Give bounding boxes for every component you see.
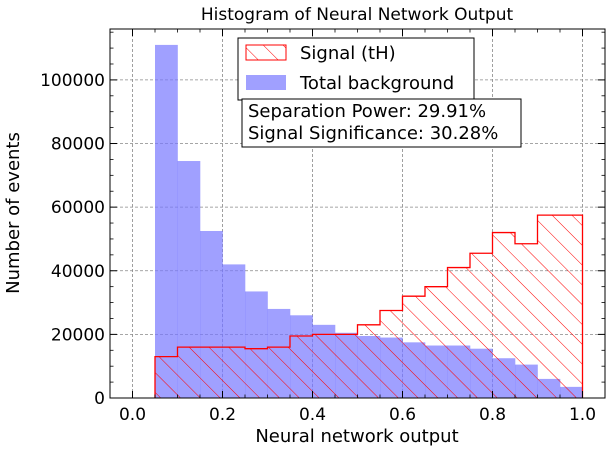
legend-label-background: Total background <box>299 73 454 94</box>
signal-bar <box>492 232 515 398</box>
signal-bar <box>155 356 178 398</box>
legend-label-signal: Signal (tH) <box>300 43 396 64</box>
legend-swatch-signal <box>245 44 287 61</box>
signal-bar <box>267 347 290 398</box>
y-tick-label: 100000 <box>40 71 105 91</box>
signal-bar <box>447 267 470 398</box>
stats-annotation: Separation Power: 29.91% Signal Signific… <box>241 98 522 148</box>
signal-bar <box>515 243 538 398</box>
axis-ticks: 0.0 0.2 0.4 0.6 0.8 1.0 0 20000 40000 60000 80000 1… <box>40 29 605 425</box>
stats-box <box>241 98 522 148</box>
separation-power-text: Separation Power: 29.91% <box>248 101 486 122</box>
x-tick-label: 0.4 <box>299 405 326 425</box>
background-bar <box>155 44 178 398</box>
signal-bar <box>335 334 358 398</box>
signal-bar <box>200 347 223 398</box>
signal-bar <box>537 215 560 398</box>
signal-bar <box>312 334 335 398</box>
y-tick-label: 20000 <box>51 325 105 345</box>
x-tick-label: 0.6 <box>389 405 416 425</box>
signal-bar <box>177 347 200 398</box>
x-tick-label: 0.8 <box>479 405 506 425</box>
y-tick-label: 0 <box>94 389 105 409</box>
x-tick-label: 0.0 <box>119 405 146 425</box>
chart-title: Histogram of Neural Network Output <box>201 5 514 25</box>
signal-bar <box>245 348 268 398</box>
legend: Signal (tH) Total background <box>237 37 475 101</box>
y-tick-label: 80000 <box>51 135 105 155</box>
x-axis-label: Neural network output <box>255 426 458 447</box>
signal-significance-text: Signal Significance: 30.28% <box>248 123 498 144</box>
y-tick-label: 40000 <box>51 262 105 282</box>
legend-swatch-background <box>246 75 286 90</box>
signal-bar <box>425 286 448 398</box>
signal-bar <box>402 296 425 398</box>
signal-outline <box>154 214 584 398</box>
signal-bar <box>357 324 380 398</box>
signal-bar <box>560 215 583 398</box>
background-bar <box>177 161 201 398</box>
x-tick-label: 0.2 <box>209 405 236 425</box>
plot-area <box>154 44 584 398</box>
signal-bar <box>290 335 313 398</box>
signal-bar <box>380 310 403 398</box>
y-axis-label: Number of events <box>3 132 24 294</box>
signal-bar <box>470 253 493 398</box>
y-tick-label: 60000 <box>51 198 105 218</box>
signal-bar <box>222 347 245 398</box>
x-tick-label: 1.0 <box>569 405 596 425</box>
